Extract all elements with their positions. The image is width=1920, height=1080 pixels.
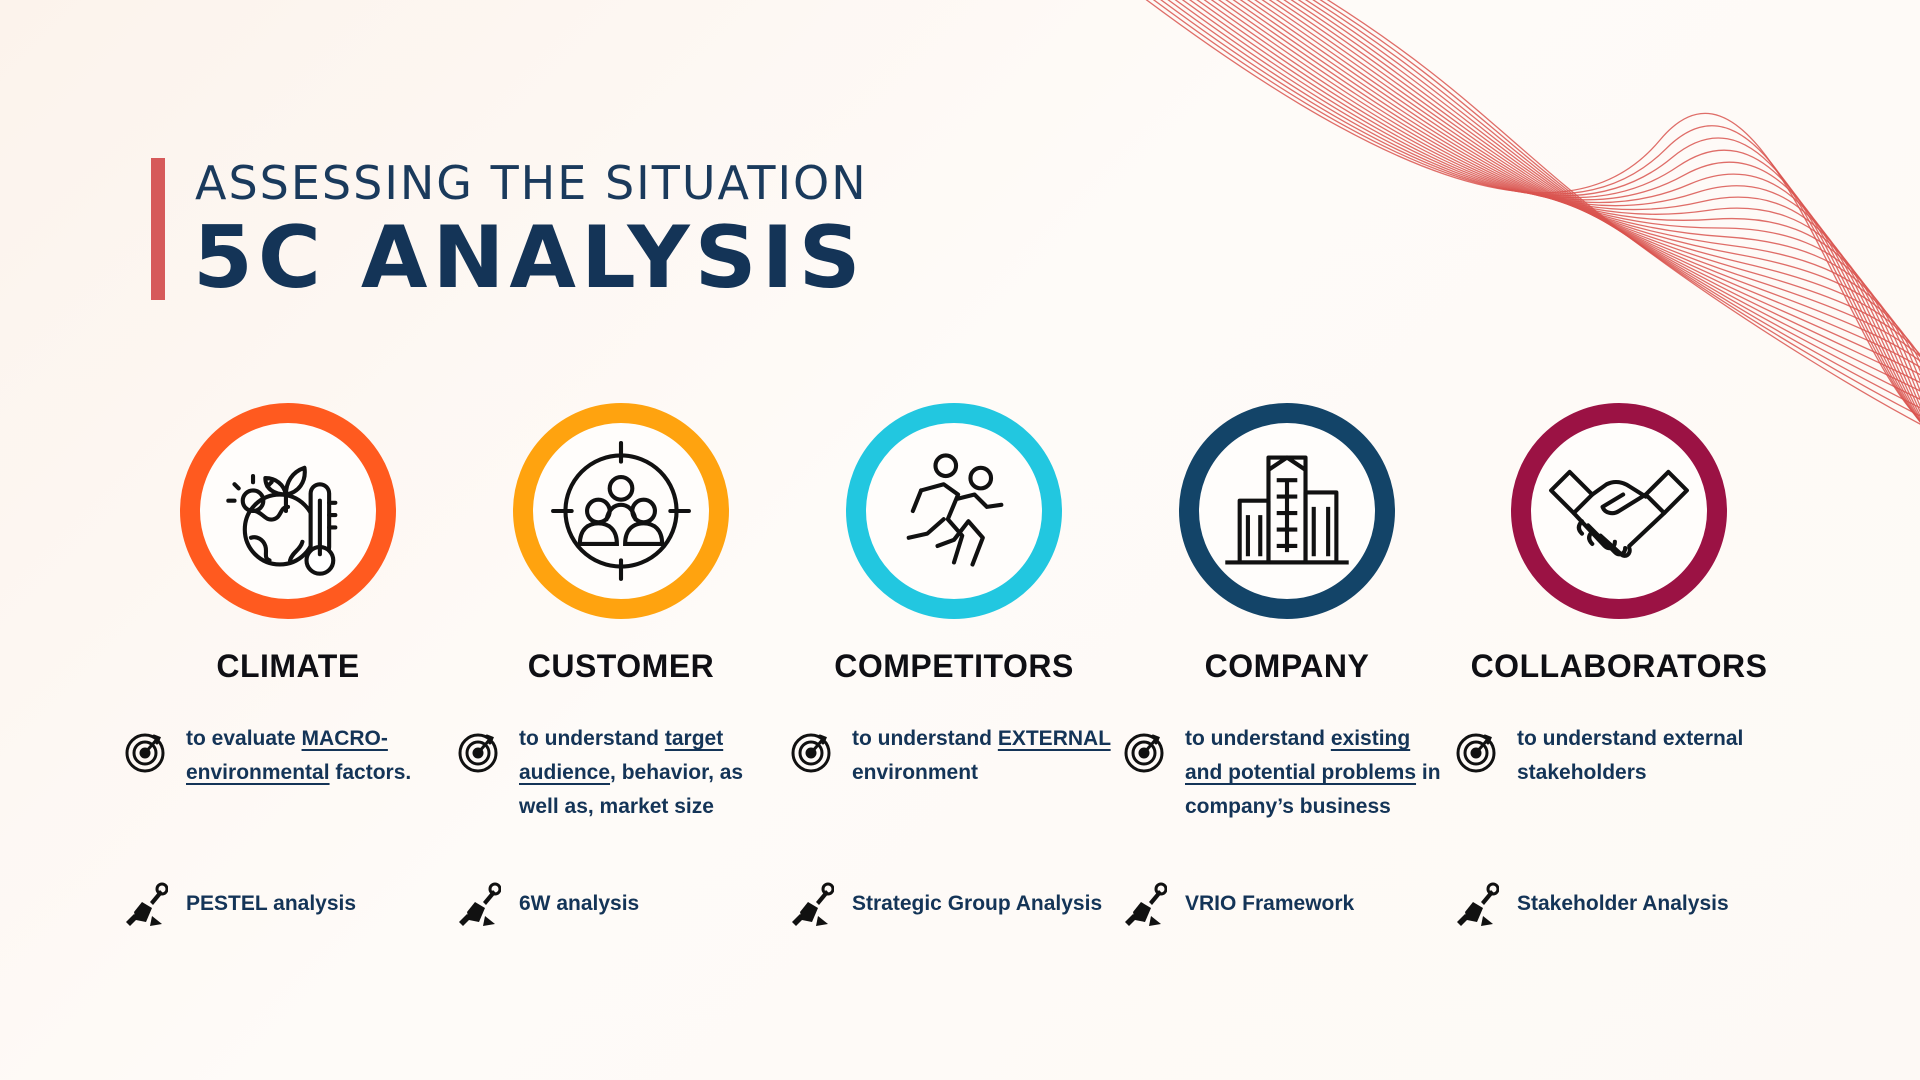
title-accent-bar <box>151 158 165 300</box>
competitors-description: to understand EXTERNAL environment <box>852 727 1111 784</box>
target-audience-icon <box>551 441 691 581</box>
underlined-text: target audience <box>519 727 724 784</box>
page-subtitle: ASSESSING THE SITUATION <box>195 156 868 210</box>
company-description: to understand existing and potential pro… <box>1185 727 1441 818</box>
tool-label: Strategic Group Analysis <box>852 892 1103 915</box>
tool-label: PESTEL analysis <box>186 892 357 915</box>
column-competitors: COMPETITORS to understand EXTERNAL envir… <box>788 0 1120 1080</box>
column-climate: CLIMATE to evaluate MACRO-environmental … <box>122 0 454 1080</box>
climate-icon-ring <box>180 403 396 619</box>
underlined-text: MACRO-environmental <box>186 727 388 784</box>
column-company: COMPANY to understand existing and poten… <box>1121 0 1453 1080</box>
climate-description: to evaluate MACRO-environmental factors. <box>186 727 412 784</box>
underlined-text: existing and potential problems <box>1185 727 1417 784</box>
hand-wrench-icon <box>788 882 835 928</box>
office-buildings-icon <box>1225 455 1349 565</box>
column-title: COMPETITORS <box>834 648 1074 684</box>
target-arrow-icon <box>455 728 501 774</box>
runners-race-icon <box>906 453 1004 567</box>
tool-label: VRIO Framework <box>1185 892 1355 915</box>
target-arrow-icon <box>1121 728 1167 774</box>
collaborators-description: to understand external stakeholders <box>1517 727 1744 784</box>
customer-icon-ring <box>513 403 729 619</box>
handshake-icon <box>1549 469 1689 558</box>
hand-wrench-icon <box>1121 882 1168 928</box>
globe-thermometer-icon <box>226 465 338 576</box>
target-arrow-icon <box>788 728 834 774</box>
hand-wrench-icon <box>122 882 169 928</box>
customer-description: to understand target audience, behavior,… <box>519 727 744 818</box>
tool-label: 6W analysis <box>519 892 640 915</box>
company-icon-ring <box>1179 403 1395 619</box>
competitors-icon-ring <box>846 403 1062 619</box>
column-collaborators: COLLABORATORS to understand external sta… <box>1453 0 1785 1080</box>
target-arrow-icon <box>122 728 168 774</box>
collaborators-icon-ring <box>1511 403 1727 619</box>
target-arrow-icon <box>1453 728 1499 774</box>
column-customer: CUSTOMER to understand target audience, … <box>455 0 787 1080</box>
underlined-text: EXTERNAL <box>997 727 1111 750</box>
column-title: CLIMATE <box>216 648 360 684</box>
hand-wrench-icon <box>1453 882 1500 928</box>
column-title: CUSTOMER <box>527 648 715 684</box>
hand-wrench-icon <box>455 882 502 928</box>
tool-label: Stakeholder Analysis <box>1517 892 1729 915</box>
column-title: COMPANY <box>1204 648 1370 684</box>
page-title: 5C ANALYSIS <box>193 208 866 308</box>
column-title: COLLABORATORS <box>1470 648 1768 684</box>
